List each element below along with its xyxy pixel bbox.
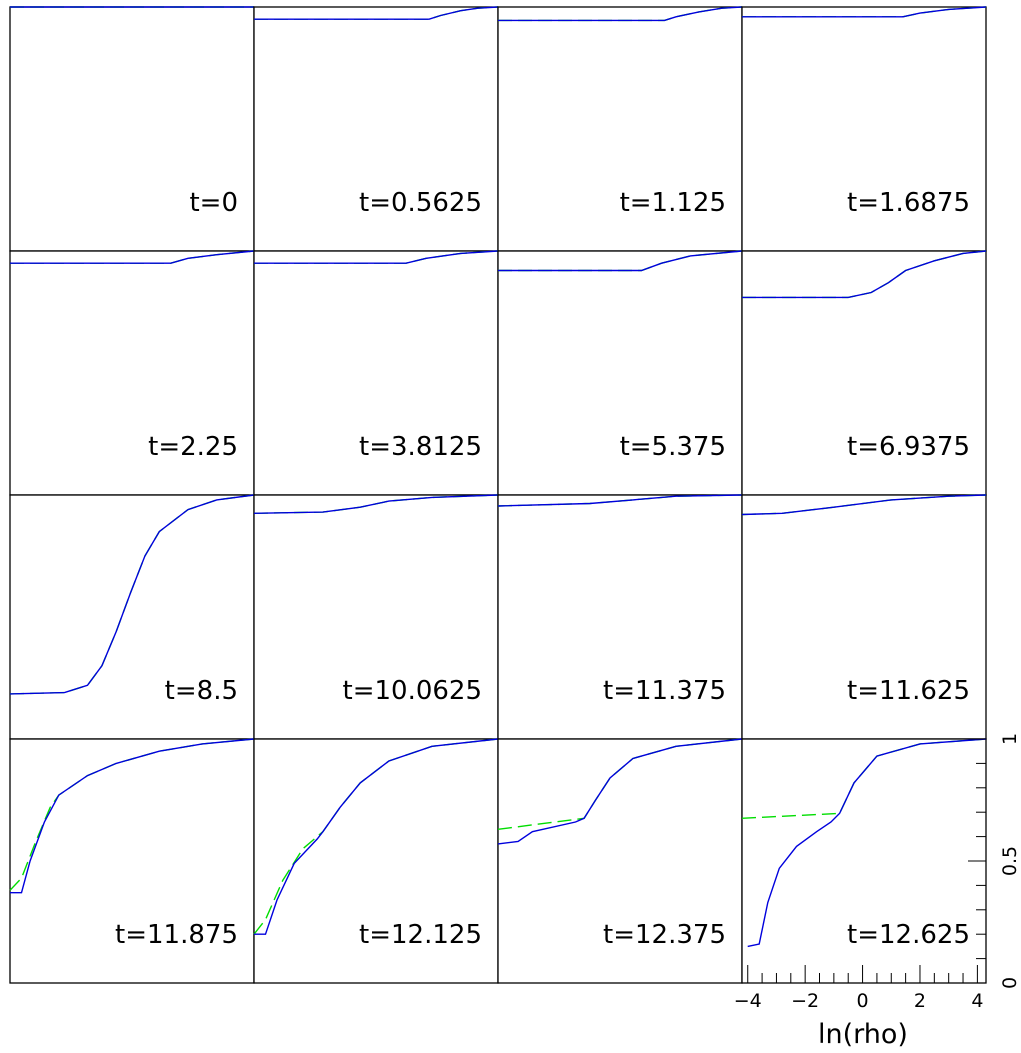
panel-frame (741, 250, 987, 496)
panel-time-label: t=0 (189, 188, 238, 218)
solid-series-line (253, 494, 499, 514)
panel-grid: t=0 t=0.5625 t=1.125 t=1.6875 t=2.25 t=3.8125… (9, 6, 987, 984)
solid-series-line (498, 250, 743, 272)
panel: t=8.5 (9, 494, 255, 740)
panel: t=5.375 (497, 250, 743, 496)
panel-frame (9, 6, 255, 252)
x-tick-label: 2 (914, 990, 926, 1012)
panel-frame (741, 494, 987, 740)
solid-series-line (254, 738, 499, 935)
panel-time-label: t=11.875 (115, 920, 238, 950)
panel-frame (741, 6, 987, 252)
panel-time-label: t=11.375 (603, 676, 726, 706)
solid-series-line (742, 250, 987, 299)
panel-time-label: t=8.5 (165, 676, 238, 706)
solid-series-line (10, 738, 255, 894)
solid-series-line (747, 738, 987, 948)
y-tick-label: 0.5 (999, 846, 1021, 876)
panel-time-label: t=12.625 (847, 920, 970, 950)
y-tick-label: 0 (999, 977, 1021, 989)
panel-time-label: t=0.5625 (359, 188, 482, 218)
panel: t=10.0625 (253, 494, 499, 740)
panel: t=11.875 (9, 738, 255, 984)
panel-frame (253, 250, 499, 496)
panel-time-label: t=1.6875 (847, 188, 970, 218)
x-tick-label: −2 (791, 990, 819, 1012)
y-axis: 00.51 (968, 733, 1021, 989)
panel: t=12.375 (497, 738, 743, 984)
panel-time-label: t=3.8125 (359, 432, 482, 462)
y-tick-label: 1 (999, 733, 1021, 745)
solid-series-line (497, 494, 743, 507)
panel-time-label: t=12.375 (603, 920, 726, 950)
solid-series-line (9, 494, 255, 695)
panel-frame (9, 494, 255, 740)
solid-series-line (741, 494, 987, 516)
panel-frame (497, 494, 743, 740)
panel: t=11.375 (497, 494, 743, 740)
panel-frame (9, 250, 255, 496)
panel: t=2.25 (9, 250, 255, 496)
panel-frame (741, 738, 987, 984)
panel: t=1.125 (497, 6, 743, 252)
x-tick-label: 4 (971, 990, 983, 1012)
panel-time-label: t=12.125 (359, 920, 482, 950)
panel-frame (497, 250, 743, 496)
solid-series-line (497, 738, 743, 845)
panel-time-label: t=10.0625 (343, 676, 483, 706)
x-axis-label: ln(rho) (818, 1019, 908, 1050)
x-tick-label: 0 (857, 990, 869, 1012)
solid-series-line (254, 6, 499, 20)
panel-time-label: t=5.375 (620, 432, 726, 462)
panel-time-label: t=2.25 (148, 432, 238, 462)
x-axis: −4 −2 0 2 4 (734, 965, 983, 1012)
panel: t=0.5625 (253, 6, 499, 252)
panel-frame (253, 494, 499, 740)
panel-frame (9, 738, 255, 984)
x-tick-label: −4 (734, 990, 762, 1012)
solid-series-line (498, 6, 743, 22)
solid-series-line (254, 250, 499, 264)
panel-frame (497, 738, 743, 984)
panel-time-label: t=1.125 (620, 188, 726, 218)
panel-time-label: t=11.625 (847, 676, 970, 706)
panel: t=11.625 (741, 494, 987, 740)
panel: t=12.625 (741, 738, 987, 984)
panel-frame (253, 6, 499, 252)
panel: t=3.8125 (253, 250, 499, 496)
panel-time-label: t=6.9375 (847, 432, 970, 462)
panel: t=6.9375 (741, 250, 987, 496)
panel: t=1.6875 (741, 6, 987, 252)
solid-series-line (10, 250, 255, 264)
panel: t=12.125 (253, 738, 499, 984)
panel-frame (497, 6, 743, 252)
solid-series-line (742, 6, 987, 18)
panel: t=0 (9, 6, 255, 252)
